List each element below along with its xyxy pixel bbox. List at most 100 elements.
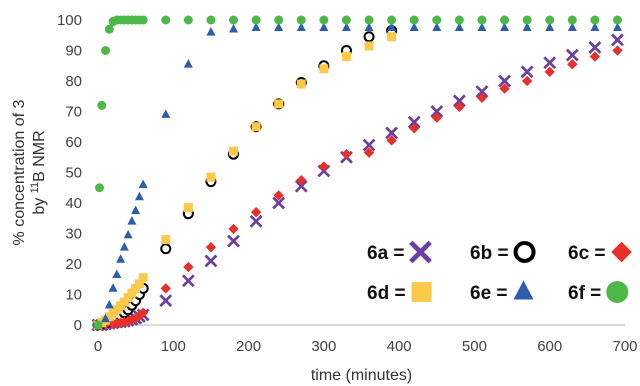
data-point bbox=[229, 15, 239, 25]
data-point bbox=[206, 15, 216, 25]
data-point bbox=[319, 15, 329, 25]
data-point bbox=[590, 15, 600, 25]
data-point bbox=[183, 59, 193, 68]
legend-label: 6e = bbox=[470, 283, 508, 304]
data-point bbox=[409, 15, 419, 25]
data-point bbox=[119, 242, 129, 251]
data-point bbox=[104, 24, 114, 34]
legend-marker bbox=[606, 281, 629, 303]
data-point bbox=[432, 22, 442, 31]
y-tick-label: 30 bbox=[65, 226, 82, 243]
series-group bbox=[93, 32, 397, 330]
data-point bbox=[500, 22, 510, 31]
data-point bbox=[407, 115, 421, 129]
data-point bbox=[387, 22, 397, 31]
data-point bbox=[134, 191, 144, 201]
y-tick-label: 100 bbox=[57, 12, 82, 29]
data-point bbox=[126, 314, 138, 325]
series-group bbox=[93, 15, 622, 330]
x-tick-label: 200 bbox=[236, 338, 261, 355]
y-tick-label: 0 bbox=[74, 317, 82, 334]
data-point bbox=[341, 15, 351, 25]
data-point bbox=[274, 99, 284, 109]
data-point bbox=[362, 138, 376, 152]
y-axis-title-superscript: 11 bbox=[29, 182, 41, 193]
data-point bbox=[611, 33, 624, 47]
y-tick-label: 80 bbox=[65, 73, 82, 90]
data-point bbox=[454, 15, 464, 25]
data-point bbox=[567, 15, 577, 25]
data-point bbox=[274, 15, 284, 25]
data-point bbox=[364, 15, 374, 25]
data-point bbox=[251, 22, 261, 31]
x-tick-label: 400 bbox=[387, 338, 412, 355]
y-axis-title-suffix: B NMR bbox=[31, 130, 48, 182]
data-point bbox=[319, 22, 329, 31]
data-point bbox=[500, 15, 510, 25]
data-point bbox=[206, 27, 216, 36]
data-point bbox=[206, 172, 216, 182]
data-point bbox=[341, 22, 351, 31]
data-point bbox=[385, 126, 399, 140]
data-point bbox=[127, 288, 137, 298]
x-axis-title: time (minutes) bbox=[311, 367, 412, 384]
data-point bbox=[588, 41, 602, 54]
legend-label: 6d = bbox=[367, 283, 406, 304]
y-tick-label: 40 bbox=[65, 195, 82, 212]
legend-label: 6a = bbox=[367, 243, 405, 264]
data-point bbox=[296, 174, 307, 186]
data-point bbox=[567, 22, 577, 31]
data-point bbox=[431, 112, 442, 123]
data-point bbox=[131, 205, 141, 214]
data-point bbox=[250, 206, 262, 218]
data-point bbox=[138, 179, 148, 189]
data-point bbox=[590, 22, 600, 31]
y-axis-title: % concentration of 3 by 11B NMR bbox=[11, 99, 48, 245]
data-point bbox=[138, 15, 148, 25]
data-point bbox=[612, 22, 622, 31]
data-point bbox=[159, 294, 173, 308]
data-point bbox=[477, 15, 487, 25]
y-tick-label: 50 bbox=[65, 165, 82, 182]
data-point bbox=[567, 59, 578, 70]
data-point bbox=[160, 243, 172, 255]
y-tick-label: 60 bbox=[65, 134, 82, 151]
data-point bbox=[183, 261, 194, 273]
data-point bbox=[432, 15, 442, 25]
data-point bbox=[454, 101, 465, 113]
data-point bbox=[160, 283, 171, 294]
data-point bbox=[161, 15, 171, 25]
tick-labels: 0 100 200 300 400 500 600 700 0 10 20 30 40 50 60 70 80 9… bbox=[57, 12, 638, 355]
data-point bbox=[181, 274, 195, 288]
series-group bbox=[92, 45, 623, 331]
data-point bbox=[498, 74, 511, 88]
data-point bbox=[477, 22, 487, 31]
data-point bbox=[409, 22, 419, 31]
data-point bbox=[294, 179, 308, 193]
legend-marker bbox=[611, 241, 632, 263]
data-point bbox=[545, 22, 555, 31]
data-point bbox=[251, 15, 261, 25]
data-point bbox=[543, 56, 557, 70]
data-point bbox=[364, 22, 374, 31]
data-point bbox=[104, 300, 114, 309]
data-point bbox=[123, 293, 133, 303]
data-point bbox=[161, 109, 171, 118]
data-point bbox=[183, 203, 193, 213]
legend-marker bbox=[409, 240, 432, 264]
x-tick-label: 300 bbox=[311, 338, 336, 355]
legend: 6a = 6b = 6c = 6d = 6e = 6f = bbox=[367, 240, 632, 304]
data-point bbox=[229, 23, 239, 33]
legend-marker bbox=[513, 240, 536, 264]
data-point bbox=[93, 320, 103, 330]
data-point bbox=[134, 279, 144, 289]
legend-label: 6c = bbox=[568, 243, 606, 264]
data-point bbox=[386, 135, 397, 146]
data-point bbox=[363, 147, 375, 158]
data-point bbox=[318, 161, 330, 172]
data-point bbox=[123, 229, 133, 239]
data-point bbox=[430, 105, 444, 118]
data-point bbox=[544, 66, 555, 78]
data-point bbox=[476, 92, 488, 103]
data-point bbox=[475, 85, 489, 99]
